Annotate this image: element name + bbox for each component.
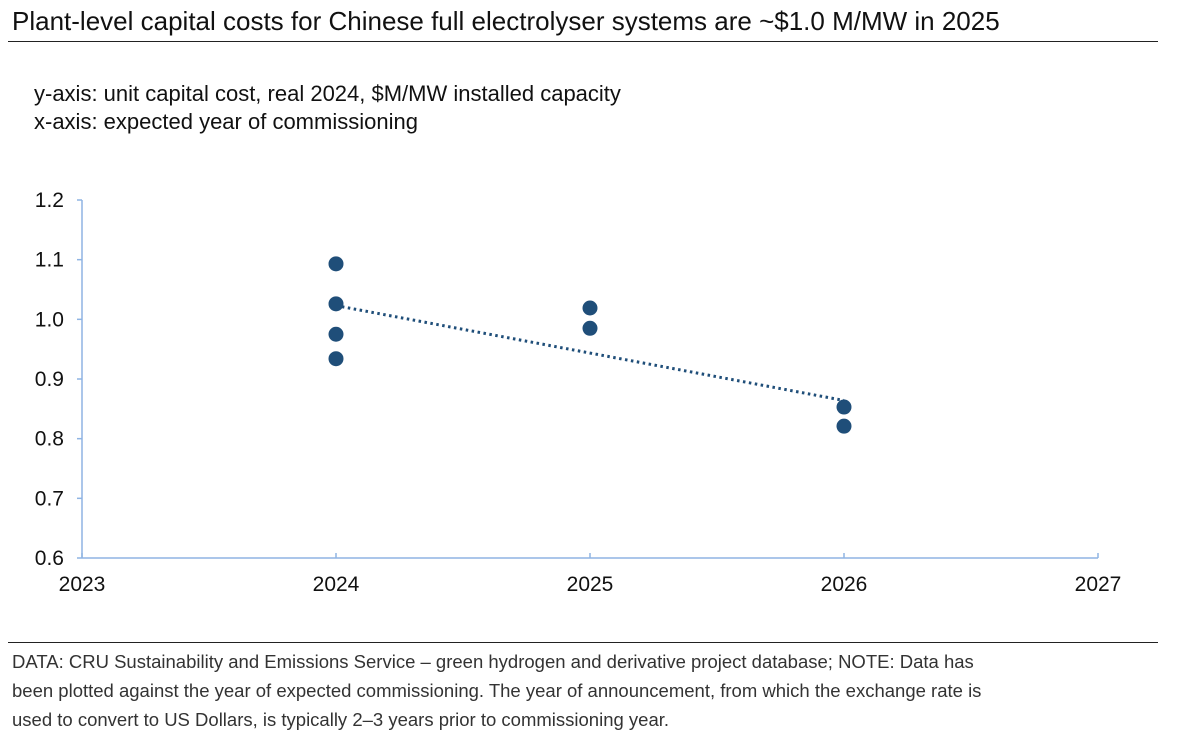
data-point [582, 320, 598, 336]
y-axis-description: y-axis: unit capital cost, real 2024, $M… [34, 81, 621, 106]
footer-line-2: been plotted against the year of expecte… [12, 680, 982, 701]
data-point [836, 418, 852, 434]
trendline [335, 304, 845, 402]
footer-rule [8, 642, 1158, 643]
title-rule [8, 41, 1158, 42]
y-tick-label: 0.9 [35, 368, 64, 391]
y-tick-label: 1.0 [35, 308, 64, 331]
footer-line-3: used to convert to US Dollars, is typica… [12, 709, 670, 730]
scatter-chart: 0.6 0.7 0.8 0.9 1.0 1.1 1.2 2023 2024 2025 2026 202… [35, 189, 1122, 596]
x-tick-label: 2024 [313, 573, 360, 596]
footer-line-1: DATA: CRU Sustainability and Emissions S… [12, 651, 974, 672]
x-tick-label: 2027 [1075, 573, 1122, 596]
data-point [836, 399, 852, 415]
y-tick-label: 0.7 [35, 487, 64, 510]
data-point [582, 300, 598, 316]
chart-title: Plant-level capital costs for Chinese fu… [12, 6, 1000, 36]
y-tick-label: 0.6 [35, 547, 64, 570]
footer-note: DATA: CRU Sustainability and Emissions S… [12, 647, 1162, 734]
data-point [328, 256, 344, 272]
x-tick-label: 2026 [821, 573, 868, 596]
data-point [328, 296, 344, 312]
y-tick-label: 1.1 [35, 249, 64, 272]
x-tick-label: 2025 [567, 573, 614, 596]
y-tick-label: 0.8 [35, 428, 64, 451]
data-point [328, 326, 344, 342]
x-axis-description: x-axis: expected year of commissioning [34, 109, 418, 134]
x-tick-label: 2023 [59, 573, 106, 596]
y-tick-label: 1.2 [35, 189, 64, 212]
data-point [328, 351, 344, 367]
